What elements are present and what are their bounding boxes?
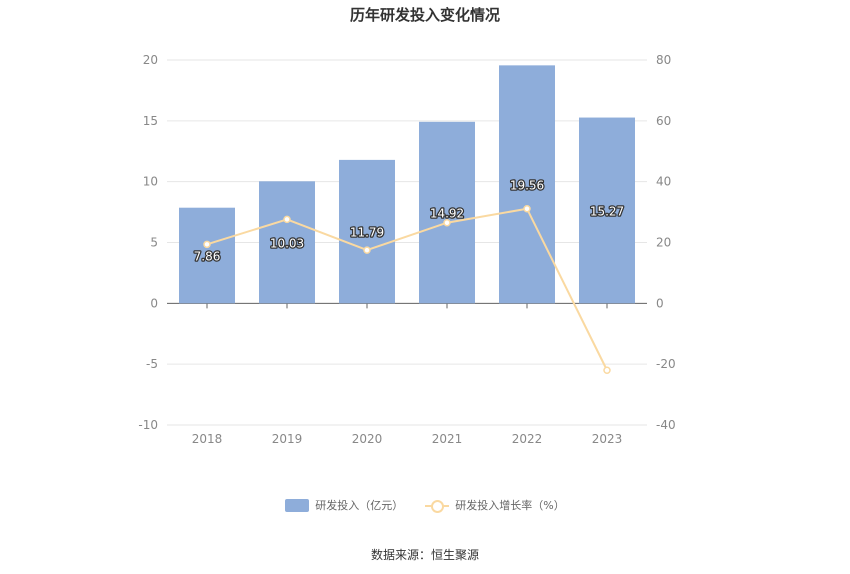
chart-title: 历年研发投入变化情况	[349, 6, 500, 24]
legend-swatch-bar	[285, 498, 310, 512]
bar-data-label: 10.03	[270, 236, 304, 250]
y-right-tick-label: 40	[656, 175, 671, 189]
growth-point	[603, 366, 611, 374]
growth-point	[283, 215, 291, 224]
y-right-tick-label: 20	[656, 236, 671, 250]
x-tick-label: 2022	[512, 432, 543, 446]
y-right-tick-label: -40	[656, 418, 676, 432]
bar	[499, 65, 555, 304]
bar-data-label: 15.27	[590, 204, 624, 218]
legend-item-line[interactable]: 研发投入增长率（%）	[425, 497, 565, 513]
y-left-tick-label: -10	[138, 418, 158, 432]
y-left-tick-label: -5	[146, 357, 158, 371]
legend: 研发投入（亿元） 研发投入增长率（%）	[0, 497, 850, 513]
x-tick-label: 2018	[192, 432, 223, 446]
x-tick-label: 2021	[432, 432, 463, 446]
bar	[579, 117, 635, 304]
y-left-tick-label: 20	[143, 53, 158, 67]
y-left-tick-label: 5	[150, 236, 158, 250]
legend-swatch-line	[425, 499, 450, 513]
bar	[339, 159, 395, 304]
y-left-tick-label: 0	[150, 296, 158, 310]
legend-label-bar: 研发投入（亿元）	[315, 499, 404, 512]
growth-point	[523, 204, 531, 213]
bar	[419, 121, 475, 304]
legend-item-bar[interactable]: 研发投入（亿元）	[285, 497, 403, 513]
bar-data-label: 7.86	[194, 250, 221, 264]
data-source: 数据来源：恒生聚源	[370, 548, 479, 562]
growth-point	[203, 240, 211, 249]
x-tick-label: 2023	[592, 432, 623, 446]
bar-data-label: 14.92	[430, 207, 464, 221]
bar	[179, 207, 235, 304]
y-right-tick-label: 0	[656, 296, 664, 310]
y-right-tick-label: -20	[656, 357, 676, 371]
y-right-tick-label: 80	[656, 53, 671, 67]
y-right-tick-label: 60	[656, 114, 671, 128]
y-left-tick-label: 10	[143, 175, 158, 189]
x-tick-label: 2019	[272, 432, 303, 446]
x-tick-label: 2020	[352, 432, 383, 446]
bar-data-label: 19.56	[510, 178, 544, 192]
growth-point	[443, 218, 451, 227]
bar-data-label: 11.79	[350, 226, 384, 240]
growth-point	[363, 246, 371, 254]
y-left-tick-label: 15	[143, 114, 158, 128]
legend-label-line: 研发投入增长率（%）	[455, 499, 565, 512]
growth-line	[206, 207, 608, 371]
bar	[259, 181, 315, 304]
